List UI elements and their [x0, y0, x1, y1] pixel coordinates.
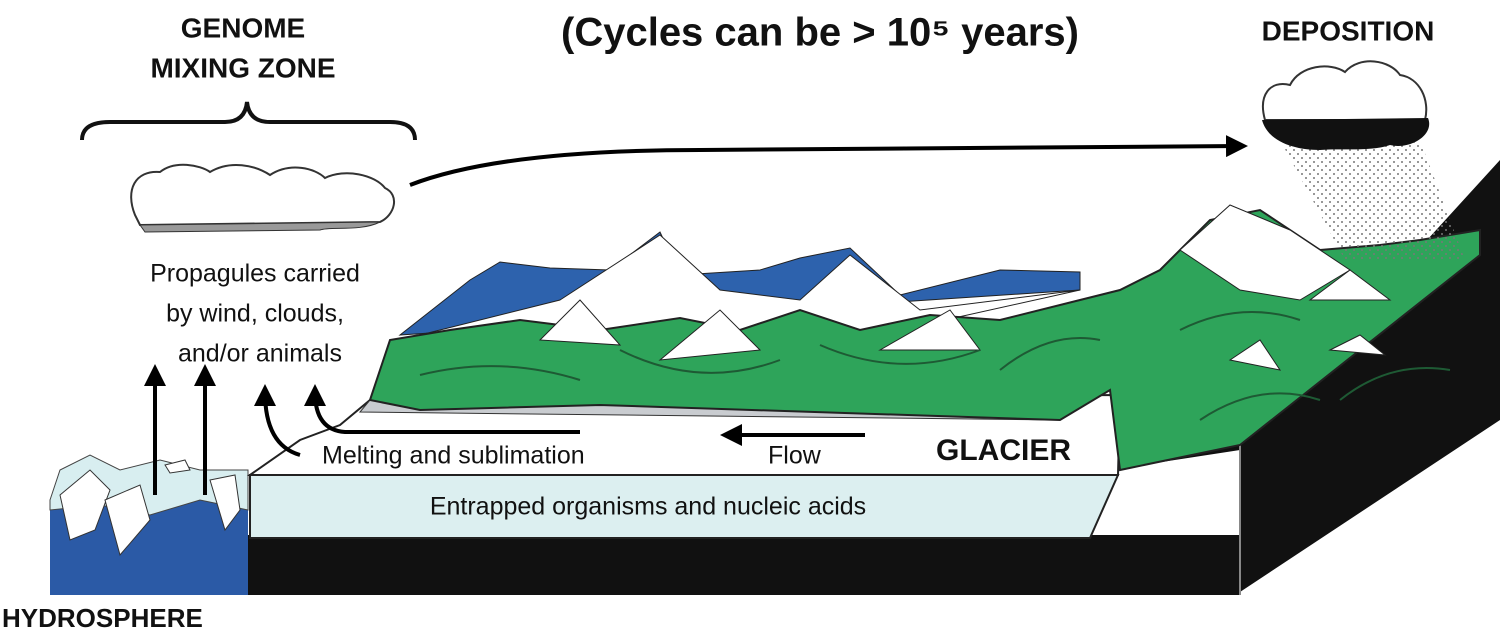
propagules-label: and/or animals [178, 340, 342, 368]
cloud-shadow [139, 221, 381, 233]
deposition-label: DEPOSITION [1262, 15, 1435, 46]
landscape [49, 140, 1500, 595]
zone-label: MIXING ZONE [150, 52, 335, 83]
cloud [1262, 60, 1428, 121]
melting-label: Melting and sublimation [322, 442, 585, 470]
propagules-label: Propagules carried [150, 260, 360, 288]
flow-label: Flow [768, 442, 822, 470]
arrows [144, 135, 1248, 495]
brace [80, 101, 417, 141]
propagules-label: by wind, clouds, [166, 300, 344, 328]
glacier-label: GLACIER [936, 434, 1071, 467]
zone-label: GENOME [181, 12, 305, 43]
hydrosphere-label: HYDROSPHERE [2, 603, 203, 633]
title: (Cycles can be > 10⁵ years) [561, 11, 1079, 55]
cloud [130, 163, 395, 227]
entrapped-label: Entrapped organisms and nucleic acids [430, 493, 866, 521]
cloud-dark [1262, 118, 1430, 150]
